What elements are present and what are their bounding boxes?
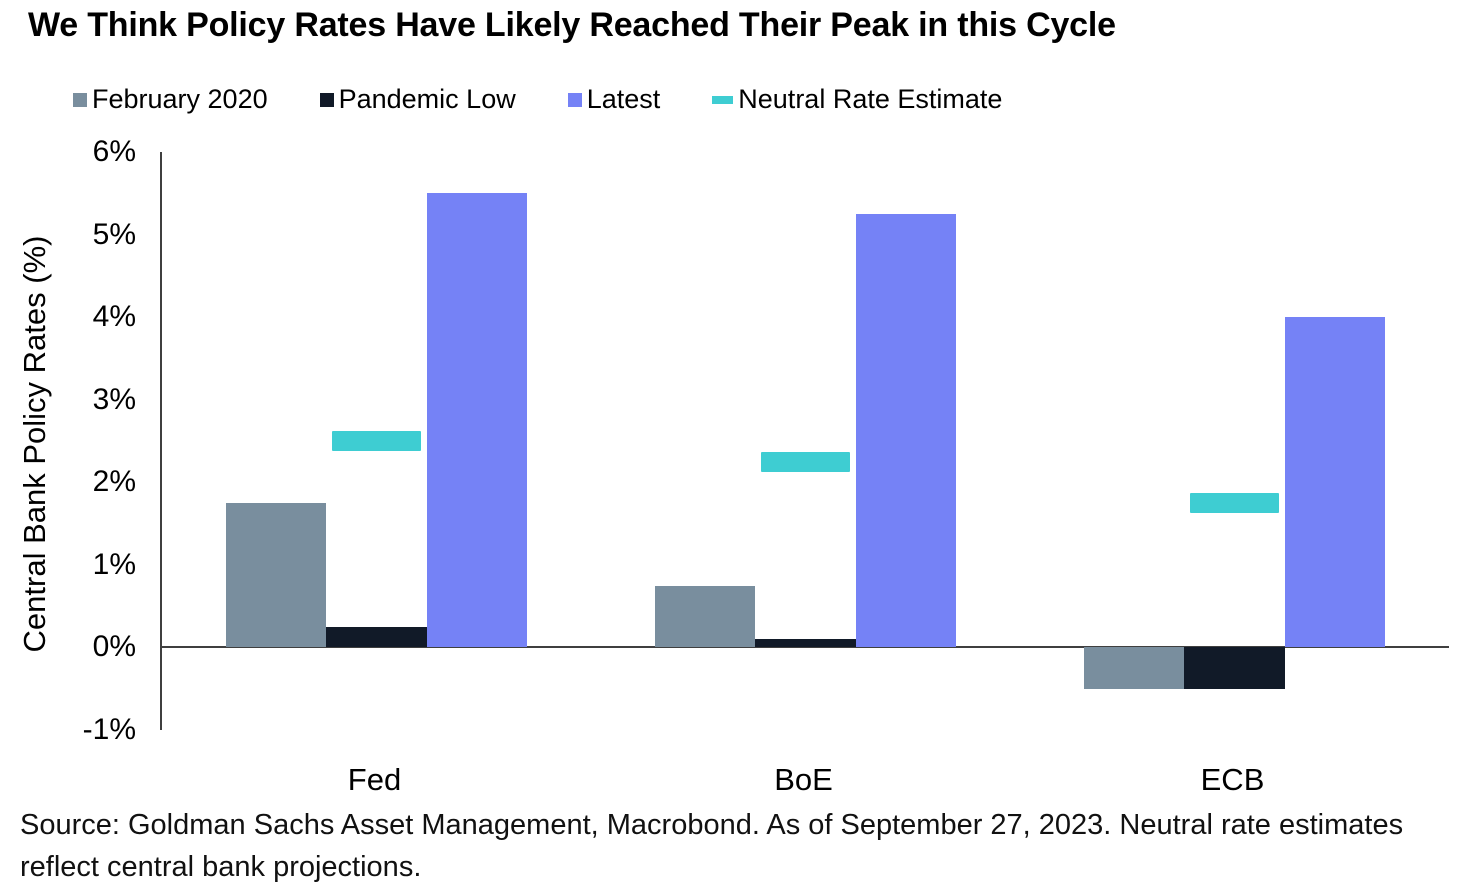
bar (654, 585, 756, 648)
x-axis-labels: Fed BoE ECB (160, 762, 1447, 802)
y-tick-label: 1% (92, 547, 136, 581)
y-tick-label: 4% (92, 300, 136, 334)
x-category-label: BoE (774, 762, 833, 797)
y-tick-label: 0% (92, 630, 136, 664)
x-category-label: ECB (1200, 762, 1265, 797)
y-tick-label: -1% (82, 713, 136, 746)
x-category-label: Fed (347, 762, 402, 797)
bar (755, 639, 856, 648)
bar (225, 502, 327, 648)
legend-item: Neutral Rate Estimate (712, 84, 1002, 115)
bar (326, 626, 427, 648)
chart-title: We Think Policy Rates Have Likely Reache… (28, 6, 1116, 44)
legend-label: Pandemic Low (338, 84, 516, 114)
y-axis-title: Central Bank Policy Rates (%) (17, 235, 52, 653)
plot-area: 6% 5% 4% 3% 2% 1% 0% -1% (83, 135, 1449, 746)
legend: February 2020 Pandemic Low Latest Neutral R… (73, 84, 1002, 115)
legend-marker-square-icon (567, 92, 582, 107)
bar (855, 213, 957, 648)
neutral-rate-dash (761, 451, 850, 472)
legend-item: Pandemic Low (319, 84, 516, 115)
bar (426, 193, 528, 648)
zero-baseline (162, 646, 1449, 649)
y-tick-label: 2% (92, 465, 136, 499)
legend-label: Latest (586, 84, 661, 114)
legend-marker-square-icon (73, 92, 87, 107)
y-tick-label: 5% (92, 217, 136, 251)
bar (1083, 647, 1185, 689)
legend-label: Neutral Rate Estimate (738, 84, 1003, 114)
source-note: Source: Goldman Sachs Asset Management, … (20, 809, 1404, 884)
legend-marker-square-icon (319, 92, 334, 107)
bar (1284, 317, 1386, 648)
legend-item: February 2020 (73, 84, 268, 115)
neutral-rate-dash (1190, 492, 1279, 513)
legend-item: Latest (567, 84, 661, 115)
y-tick-label: 3% (92, 382, 136, 416)
legend-label: February 2020 (92, 84, 268, 114)
y-tick-label: 6% (92, 135, 136, 168)
legend-marker-dash-icon (712, 95, 734, 104)
bar (1184, 647, 1285, 689)
neutral-rate-dash (332, 431, 421, 451)
